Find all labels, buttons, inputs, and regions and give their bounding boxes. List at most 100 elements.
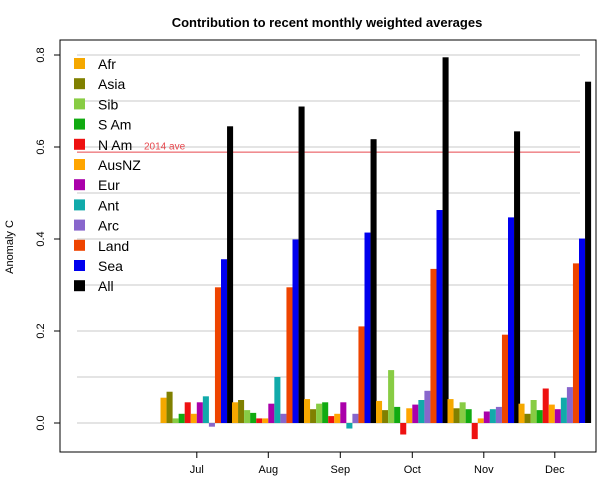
legend-swatch [74,260,85,271]
bar-s-am [322,402,329,423]
bar-ant [274,377,281,423]
y-tick-label: 0.6 [35,139,47,154]
bar-ausnz [548,404,555,423]
bar-land [430,268,437,423]
legend-label: Land [98,238,129,254]
bar-sea [579,238,586,423]
x-tick-label: Aug [259,464,279,476]
bar-land [286,287,293,423]
bar-ant [202,396,209,423]
bar-asia [382,410,389,423]
bar-n-am [471,423,478,440]
legend-label: N Am [98,137,132,153]
legend-swatch [74,159,85,170]
legend-swatch [74,199,85,211]
bar-sea [221,259,228,423]
bar-n-am [184,402,191,423]
bar-ausnz [406,408,413,423]
bar-s-am [178,413,185,423]
bar-afr [447,399,454,423]
plot-frame [59,39,597,453]
bar-land [572,263,579,423]
bar-sea [508,217,515,423]
legend-label: S Am [98,117,131,133]
legend-label: Ant [98,197,119,213]
legend-swatch [74,58,85,69]
legend-label: All [98,278,114,294]
x-tick-label: Jul [190,464,204,476]
bar-all [370,139,377,423]
bar-all [298,106,305,424]
bar-asia [166,391,173,423]
legend-swatch [74,280,85,292]
legend-swatch [74,138,85,150]
bar-eur [268,403,275,423]
bar-eur [412,404,419,423]
bar-sib [530,400,537,423]
legend-swatch [74,239,85,251]
bar-afr [376,400,383,423]
y-tick-label: 0.4 [35,231,47,246]
reference-label: 2014 ave [144,142,186,153]
legend-swatch [74,118,85,130]
bar-land [214,287,221,423]
bar-sea [436,210,443,423]
bar-eur [340,402,347,423]
x-tick-label: Dec [545,464,565,476]
y-tick-label: 0.0 [35,415,47,430]
bar-n-am [328,416,335,423]
bar-sib [172,418,179,423]
bar-ausnz [190,413,197,423]
legend-label: Sib [98,96,118,112]
bar-arc [352,413,359,423]
bar-n-am [256,418,263,423]
bar-eur [196,402,203,423]
bar-asia [524,413,531,423]
bar-sib [316,403,323,423]
bar-eur [483,411,490,423]
plot-area: 0.0 0.2 0.4 0.6 0.8 Jul Aug Sep Oct Nov Dec Afr Asia… [35,39,597,476]
bar-land [501,334,508,423]
bar-sea [292,239,299,423]
legend-label: Afr [98,56,116,72]
bar-afr [518,403,525,423]
bar-all [442,57,449,424]
bar-land [358,326,365,423]
legend-label: Eur [98,177,120,193]
bar-ant [346,423,353,429]
legend-label: Arc [98,218,119,234]
bar-sib [388,370,395,423]
bar-ant [418,400,425,423]
bar-s-am [250,412,257,423]
y-tick-label: 0.8 [35,47,47,62]
bar-arc [495,406,502,423]
bar-sib [459,402,466,423]
bar-asia [238,400,245,423]
bar-sib [244,410,251,423]
bar-ausnz [262,418,269,423]
legend-label: Sea [98,258,123,274]
bar-arc [208,423,215,427]
y-axis-label: Anomaly C [4,220,16,274]
bar-afr [160,397,167,423]
legend-swatch [74,78,85,90]
bar-asia [310,409,317,423]
bar-s-am [394,406,401,423]
bar-eur [554,409,561,423]
bar-afr [304,399,311,423]
legend-swatch [74,98,85,110]
x-tick-label: Nov [474,464,494,476]
bar-ausnz [334,413,341,423]
bar-n-am [542,388,549,423]
y-tick-label: 0.2 [35,323,47,338]
x-tick-label: Oct [404,464,421,476]
bar-ant [560,397,567,423]
bar-ant [489,409,496,423]
bar-all [585,81,592,424]
bar-arc [280,413,287,423]
legend-label: AusNZ [98,157,141,173]
legend-label: Asia [98,76,125,92]
bar-afr [232,402,239,423]
